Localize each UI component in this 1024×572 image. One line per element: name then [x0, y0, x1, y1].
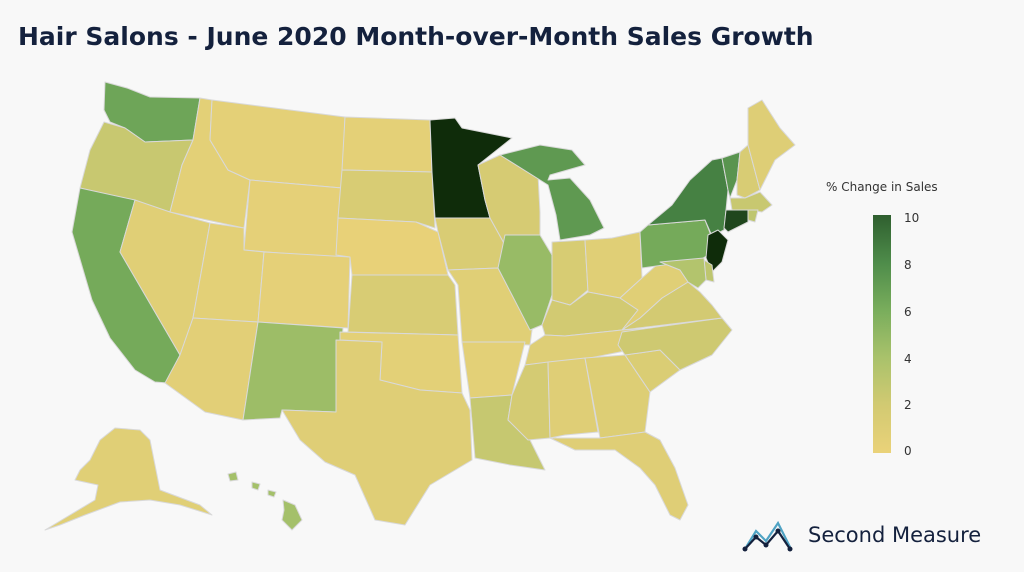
brand-name: Second Measure: [808, 523, 982, 547]
legend-title: % Change in Sales: [826, 180, 938, 194]
state-mi[interactable]: [499, 144, 605, 241]
state-al[interactable]: [547, 357, 599, 439]
state-ks[interactable]: [347, 274, 459, 336]
state-md[interactable]: [659, 257, 707, 289]
legend-tick: 6: [904, 305, 912, 319]
legend-tick: 2: [904, 398, 912, 412]
zigzag-logo-icon: [742, 520, 793, 552]
legend-tick: 10: [904, 211, 920, 225]
state-nc[interactable]: [617, 317, 733, 371]
state-vt[interactable]: [721, 151, 741, 199]
state-sd[interactable]: [337, 169, 436, 229]
state-in[interactable]: [551, 239, 589, 306]
brand-logo: Second Measure: [742, 515, 981, 555]
state-nj[interactable]: [705, 229, 729, 273]
chart-title: Hair Salons - June 2020 Month-over-Month…: [18, 22, 814, 51]
state-wy[interactable]: [243, 179, 343, 259]
state-ga[interactable]: [584, 354, 651, 439]
state-hi[interactable]: [227, 471, 303, 531]
state-tx[interactable]: [281, 339, 473, 526]
legend-color-bar: [873, 215, 891, 453]
state-fl[interactable]: [549, 431, 689, 521]
legend-tick: 0: [904, 444, 912, 458]
legend-tick: 8: [904, 258, 912, 272]
state-me[interactable]: [747, 99, 796, 191]
state-ak[interactable]: [44, 427, 213, 531]
state-nd[interactable]: [341, 116, 433, 173]
state-wv[interactable]: [619, 261, 689, 331]
states-layer: [44, 81, 796, 531]
state-co[interactable]: [257, 251, 351, 329]
state-ct[interactable]: [723, 209, 749, 233]
legend-tick: 4: [904, 352, 912, 366]
state-ri[interactable]: [747, 209, 759, 223]
state-nm[interactable]: [242, 321, 344, 421]
